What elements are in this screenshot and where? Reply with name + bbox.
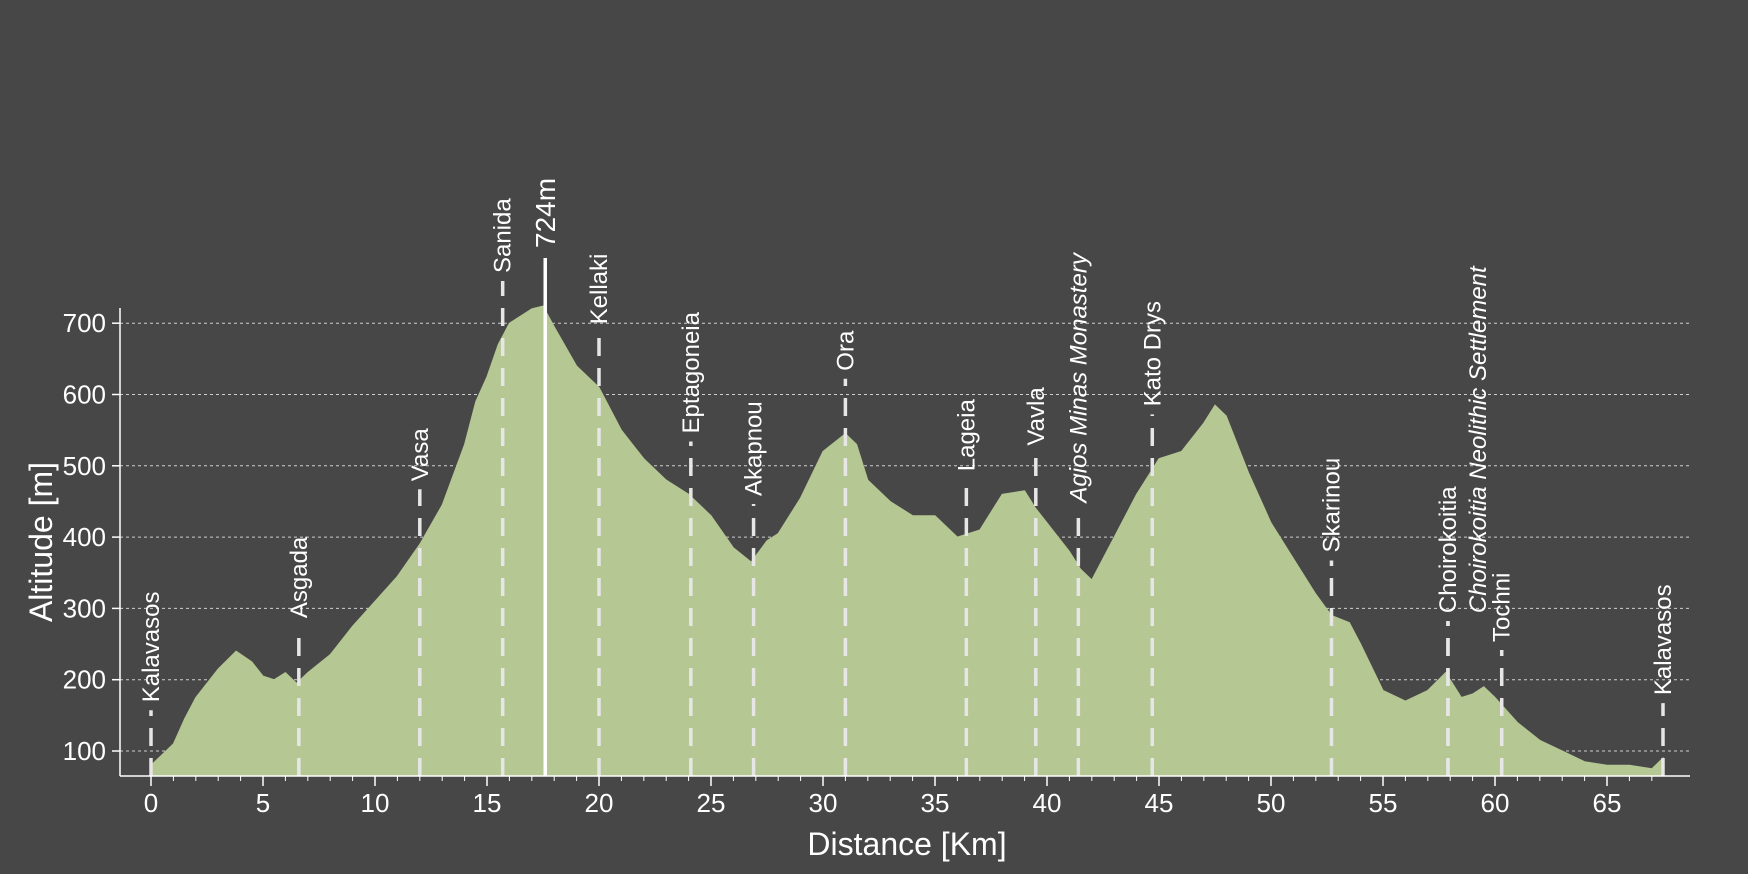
x-tick-label: 20 bbox=[585, 788, 614, 818]
y-tick-label: 300 bbox=[63, 593, 106, 623]
waypoint-label: Skarinou bbox=[1318, 458, 1345, 553]
waypoint-label: Ora bbox=[832, 330, 859, 371]
waypoint-markers: Kalavasos Asgada Vasa Sanida Kellaki Eptagone… bbox=[138, 178, 1677, 776]
y-tick-label: 600 bbox=[63, 380, 106, 410]
x-tick-label: 30 bbox=[809, 788, 838, 818]
x-tick-label: 45 bbox=[1145, 788, 1174, 818]
waypoint-label: Lageia bbox=[953, 399, 980, 472]
waypoint-label: Choirokoitia Neolithic Settlement bbox=[1465, 265, 1492, 613]
waypoint-label: Choirokoitia bbox=[1435, 486, 1462, 613]
x-tick-label: 55 bbox=[1369, 788, 1398, 818]
x-tick-label: 5 bbox=[256, 788, 270, 818]
waypoint-label: Eptagoneia bbox=[678, 311, 705, 433]
elevation-area bbox=[150, 305, 1664, 777]
x-tick-label: 65 bbox=[1593, 788, 1622, 818]
x-tick-label: 35 bbox=[921, 788, 950, 818]
x-tick-label: 40 bbox=[1033, 788, 1062, 818]
waypoint-label: Agios Minas Monastery bbox=[1065, 251, 1092, 504]
x-tick-label: 50 bbox=[1257, 788, 1286, 818]
y-tick-label: 700 bbox=[63, 308, 106, 338]
waypoint-label: Sanida bbox=[490, 198, 517, 273]
waypoint-label: Asgada bbox=[286, 536, 313, 618]
y-tick-label: 500 bbox=[63, 451, 106, 481]
x-tick-label: 60 bbox=[1481, 788, 1510, 818]
axes: 100 200 300 400 500 600 700 0 5 10 15 20 25 30 35 40 45 5… bbox=[63, 308, 1690, 818]
y-tick-label: 100 bbox=[63, 736, 106, 766]
waypoint-label: Tochni bbox=[1489, 573, 1516, 642]
waypoint-label: Kalavasos bbox=[1650, 584, 1677, 695]
waypoint-label: Kellaki bbox=[586, 254, 613, 325]
y-tick-label: 200 bbox=[63, 665, 106, 695]
y-axis-title: Altitude [m] bbox=[23, 462, 59, 622]
x-axis-title: Distance [Km] bbox=[807, 826, 1006, 862]
waypoint-label: Vavla bbox=[1023, 387, 1050, 446]
waypoint-label: Akapnou bbox=[741, 401, 768, 496]
waypoint-label: Vasa bbox=[407, 428, 434, 482]
x-tick-label: 15 bbox=[473, 788, 502, 818]
waypoint-label: Kalavasos bbox=[138, 592, 165, 703]
peak-label: 724m bbox=[530, 178, 561, 248]
x-tick-label: 10 bbox=[361, 788, 390, 818]
waypoint-label: Kato Drys bbox=[1139, 301, 1166, 406]
x-tick-label: 25 bbox=[697, 788, 726, 818]
y-tick-label: 400 bbox=[63, 522, 106, 552]
x-tick-label: 0 bbox=[144, 788, 158, 818]
